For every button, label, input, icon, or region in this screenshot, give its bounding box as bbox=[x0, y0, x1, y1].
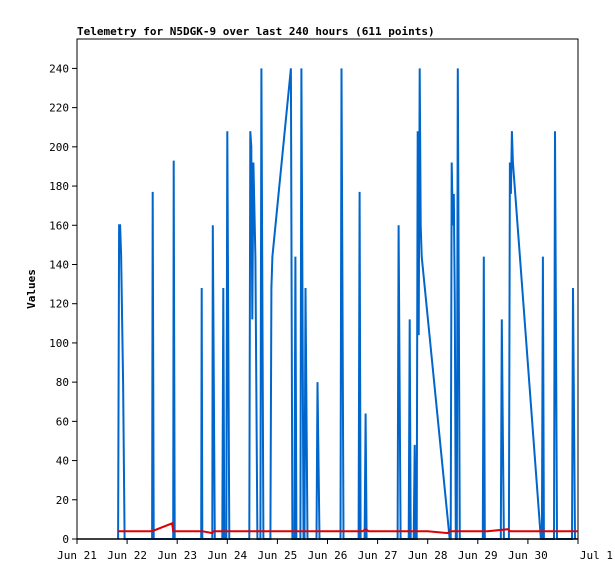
y-tick-label: 180 bbox=[49, 180, 69, 193]
y-tick-label: 0 bbox=[62, 533, 69, 546]
y-tick-label: 240 bbox=[49, 62, 69, 75]
x-tick-label: Jun 30 bbox=[508, 549, 548, 562]
y-tick-label: 140 bbox=[49, 258, 69, 271]
y-tick-label: 160 bbox=[49, 219, 69, 232]
y-tick-label: 200 bbox=[49, 141, 69, 154]
y-tick-label: 100 bbox=[49, 337, 69, 350]
x-tick-label: Jun 28 bbox=[408, 549, 448, 562]
x-tick-label: Jun 22 bbox=[107, 549, 147, 562]
x-tick-label: Jun 23 bbox=[157, 549, 197, 562]
x-tick-label: Jun 25 bbox=[258, 549, 298, 562]
x-tick-label: Jun 24 bbox=[207, 549, 247, 562]
x-axis: Jun 21 Jun 22 Jun 23 Jun 24 Jun 25 Jun 26 Jun … bbox=[57, 539, 613, 562]
y-tick-label: 60 bbox=[56, 415, 69, 428]
plot-frame bbox=[76, 38, 579, 540]
y-tick-label: 120 bbox=[49, 298, 69, 311]
x-tick-label: Jul 1 bbox=[580, 549, 613, 562]
chart-title: Telemetry for N5DGK-9 over last 240 hour… bbox=[77, 25, 435, 38]
x-tick-label: Jun 26 bbox=[308, 549, 348, 562]
series-line-red bbox=[118, 521, 578, 535]
series-layer bbox=[117, 68, 578, 540]
y-tick-label: 40 bbox=[56, 455, 69, 468]
y-tick-label: 80 bbox=[56, 376, 69, 389]
y-axis-label: Values bbox=[25, 269, 38, 309]
series-line-blue bbox=[117, 68, 576, 540]
x-tick-label: Jun 29 bbox=[458, 549, 498, 562]
y-axis: 0 20 40 60 80 100 120 140 160 180 200 220 240 bbox=[49, 62, 77, 546]
y-tick-label: 20 bbox=[56, 494, 69, 507]
x-tick-label: Jun 27 bbox=[358, 549, 398, 562]
x-tick-label: Jun 21 bbox=[57, 549, 97, 562]
y-tick-label: 220 bbox=[49, 102, 69, 115]
